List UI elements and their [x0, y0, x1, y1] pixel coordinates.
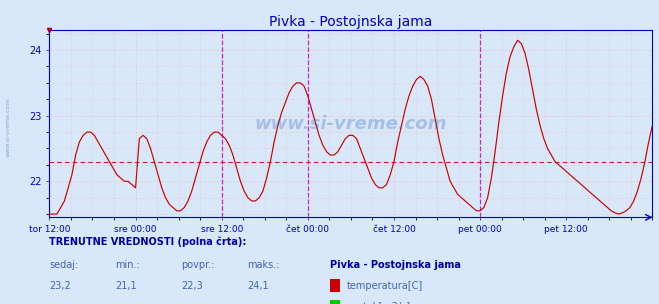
Text: 22,3: 22,3: [181, 281, 203, 291]
Text: -nan: -nan: [181, 302, 203, 304]
Text: 23,2: 23,2: [49, 281, 71, 291]
Text: pretok[m3/s]: pretok[m3/s]: [347, 302, 410, 304]
Text: min.:: min.:: [115, 260, 140, 270]
Text: maks.:: maks.:: [247, 260, 279, 270]
Text: www.si-vreme.com: www.si-vreme.com: [254, 115, 447, 133]
Text: TRENUTNE VREDNOSTI (polna črta):: TRENUTNE VREDNOSTI (polna črta):: [49, 236, 247, 247]
Title: Pivka - Postojnska jama: Pivka - Postojnska jama: [270, 15, 432, 29]
Text: Pivka - Postojnska jama: Pivka - Postojnska jama: [330, 260, 461, 270]
Text: -nan: -nan: [49, 302, 71, 304]
Text: povpr.:: povpr.:: [181, 260, 215, 270]
Text: 21,1: 21,1: [115, 281, 137, 291]
Text: temperatura[C]: temperatura[C]: [347, 281, 423, 291]
Text: -nan: -nan: [247, 302, 269, 304]
Text: sedaj:: sedaj:: [49, 260, 78, 270]
Text: -nan: -nan: [115, 302, 137, 304]
Text: 24,1: 24,1: [247, 281, 269, 291]
Text: www.si-vreme.com: www.si-vreme.com: [5, 98, 11, 157]
